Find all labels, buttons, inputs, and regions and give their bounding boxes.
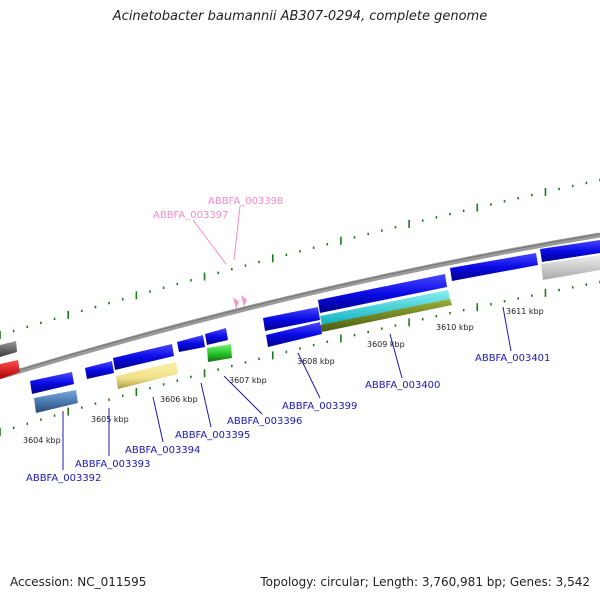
gene-block-steel[interactable] — [34, 390, 78, 413]
gene-label-abbfa-003394[interactable]: ABBFA_003394 — [125, 445, 200, 456]
leader-abbfa-003399 — [297, 352, 321, 399]
gene-label-abbfa-003397[interactable]: ABBFA_003397 — [153, 210, 228, 221]
gene-label-abbfa-003398[interactable]: ABBFA_003398 — [208, 196, 283, 207]
map-title: Acinetobacter baumannii AB307-0294, comp… — [112, 9, 488, 24]
gene-block-forward-1[interactable] — [318, 274, 447, 313]
genome-backbone — [0, 232, 600, 380]
gene-label-abbfa-003396[interactable]: ABBFA_003396 — [227, 416, 302, 427]
leader-abbfa-003394 — [152, 396, 164, 443]
gene-block-green[interactable] — [207, 344, 232, 362]
outer-tick-ring — [0, 178, 600, 339]
feature-abbfa-003398[interactable] — [241, 295, 247, 307]
inner-tick-ring — [0, 280, 600, 436]
gene-block-abbfa-003396[interactable] — [205, 328, 228, 345]
leader-abbfa-003400 — [389, 333, 403, 379]
tick-label-3606: 3606 kbp — [160, 395, 198, 404]
gene-block-cyan[interactable] — [320, 290, 450, 325]
tick-label-3610: 3610 kbp — [436, 323, 474, 332]
tick-label-3607: 3607 kbp — [229, 376, 267, 385]
leader-abbfa-003396 — [223, 375, 263, 415]
gene-label-abbfa-003399[interactable]: ABBFA_003399 — [282, 401, 357, 412]
gene-block-abbfa-003392[interactable] — [30, 372, 74, 394]
gene-block-yellow[interactable] — [116, 362, 178, 389]
tick-label-3611: 3611 kbp — [506, 307, 544, 316]
tick-label-3608: 3608 kbp — [297, 357, 335, 366]
tick-label-3605: 3605 kbp — [91, 415, 129, 424]
tick-label-3604: 3604 kbp — [23, 436, 61, 445]
reverse-gene-labels: ABBFA_003392 ABBFA_003393 ABBFA_003394 A… — [26, 306, 550, 484]
kbp-labels: 3604 kbp 3605 kbp 3606 kbp 3607 kbp 3608… — [23, 307, 544, 445]
genome-summary-text: Topology: circular; Length: 3,760,981 bp… — [260, 575, 590, 589]
gene-label-abbfa-003400[interactable]: ABBFA_003400 — [365, 380, 440, 391]
gene-block-abbfa-003393[interactable] — [85, 361, 114, 379]
gene-label-abbfa-003395[interactable]: ABBFA_003395 — [175, 430, 250, 441]
gene-block-forward-4[interactable] — [263, 307, 320, 331]
leader-abbfa-003398 — [233, 205, 241, 261]
gene-block-gray-right[interactable] — [541, 255, 600, 280]
accession-text: Accession: NC_011595 — [10, 575, 147, 589]
gene-block-red[interactable] — [0, 360, 20, 379]
feature-abbfa-003397[interactable] — [233, 297, 239, 309]
leader-abbfa-003397 — [192, 219, 227, 265]
genome-backbone-highlight — [0, 233, 600, 377]
gene-label-abbfa-003393[interactable]: ABBFA_003393 — [75, 459, 150, 470]
gene-block-dark-left[interactable] — [0, 341, 17, 357]
gene-block-abbfa-003395[interactable] — [177, 335, 205, 352]
gene-label-abbfa-003401[interactable]: ABBFA_003401 — [475, 353, 550, 364]
gene-label-abbfa-003392[interactable]: ABBFA_003392 — [26, 473, 101, 484]
leader-abbfa-003401 — [502, 306, 512, 352]
gene-block-abbfa-003394[interactable] — [113, 344, 174, 370]
gene-block-forward-3[interactable] — [540, 240, 600, 262]
gene-block-olive[interactable] — [320, 299, 452, 332]
gene-block-forward-2[interactable] — [450, 253, 538, 281]
tick-label-3609: 3609 kbp — [367, 340, 405, 349]
forward-gene-labels: ABBFA_003397 ABBFA_003398 — [153, 196, 283, 265]
leader-abbfa-003395 — [200, 382, 212, 428]
gene-block-abbfa-003399[interactable] — [266, 322, 322, 347]
